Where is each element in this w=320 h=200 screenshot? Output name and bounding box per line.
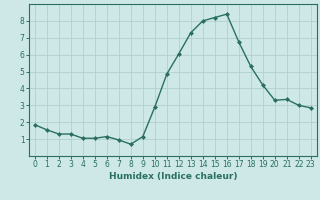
X-axis label: Humidex (Indice chaleur): Humidex (Indice chaleur): [108, 172, 237, 181]
